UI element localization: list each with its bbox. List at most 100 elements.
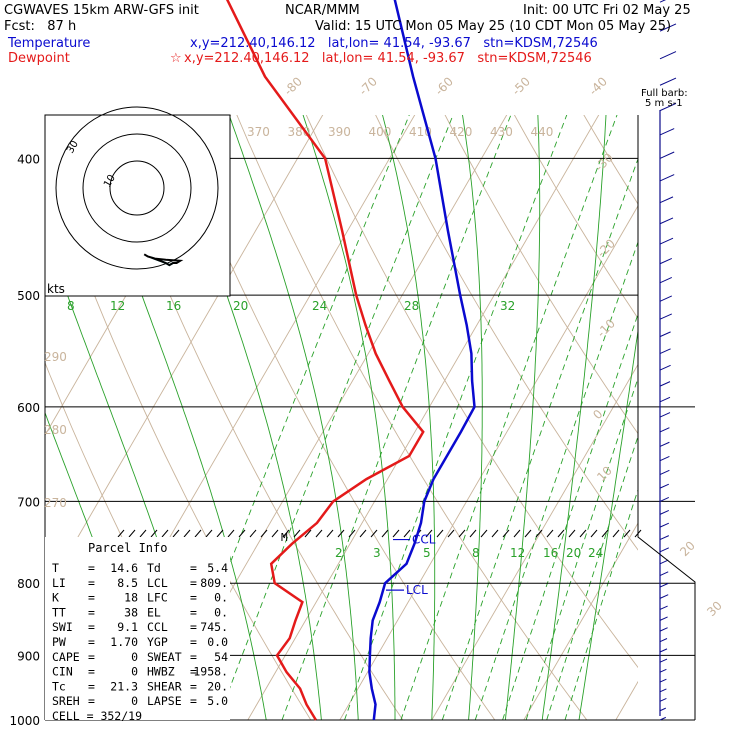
ccl-label: CCL bbox=[412, 533, 436, 547]
forecast-hour: Fcst: 87 h bbox=[4, 19, 76, 34]
theta-label: 290 bbox=[44, 350, 67, 364]
hodograph-unit: kts bbox=[47, 282, 65, 296]
wind-barb bbox=[659, 716, 667, 721]
wind-barb bbox=[659, 348, 671, 355]
dewpoint-legend: Dewpoint bbox=[8, 51, 70, 66]
hatch-mark bbox=[304, 529, 312, 538]
wind-barb bbox=[659, 455, 670, 462]
mixing-ratio-label: 20 bbox=[233, 299, 248, 313]
pressure-label: 1000 bbox=[9, 714, 40, 728]
wind-barb bbox=[659, 331, 671, 338]
parcel-equals: = bbox=[190, 679, 197, 693]
dry-adiabat-line bbox=[305, 115, 638, 669]
mixing-ratio-label: 20 bbox=[566, 546, 581, 560]
hatch-mark bbox=[227, 529, 235, 538]
parcel-param-value: 21.3 bbox=[110, 679, 138, 693]
hatch-mark bbox=[260, 529, 268, 538]
mixing-ratio-label: 16 bbox=[543, 546, 558, 560]
parcel-equals: = bbox=[88, 576, 95, 590]
parcel-param-value: 9.1 bbox=[117, 620, 138, 634]
wind-barb bbox=[659, 427, 670, 433]
wind-barb bbox=[659, 277, 673, 284]
hatch-mark bbox=[370, 529, 378, 538]
dry-adiabat-line bbox=[444, 115, 638, 435]
hodograph-panel bbox=[44, 114, 231, 297]
header: CGWAVES 15km ARW-GFS init NCAR/MMM Init:… bbox=[4, 3, 691, 66]
wind-barb bbox=[659, 522, 670, 528]
theta-label: 270 bbox=[44, 496, 67, 510]
wind-barb bbox=[659, 396, 671, 403]
wind-barb bbox=[659, 594, 669, 599]
wind-barb bbox=[659, 77, 677, 86]
hatch-mark bbox=[205, 529, 213, 538]
wind-barb bbox=[659, 441, 670, 447]
hodograph-trace bbox=[143, 253, 184, 267]
temperature-profile bbox=[368, 0, 476, 721]
parcel-equals: = bbox=[190, 561, 197, 575]
mixing-ratio-label: 16 bbox=[166, 299, 181, 313]
hatch-mark bbox=[150, 529, 158, 538]
wind-barb bbox=[659, 707, 667, 712]
mixing-ratio-label: 8 bbox=[67, 299, 75, 313]
hodograph-ring-inner bbox=[109, 160, 165, 216]
mixing-ratio-line bbox=[502, 312, 638, 720]
parcel-equals: = bbox=[190, 576, 197, 590]
wind-barb bbox=[659, 313, 673, 320]
wind-barb bbox=[659, 412, 671, 418]
hatch-mark bbox=[139, 529, 147, 538]
isotherm-line bbox=[155, 115, 508, 720]
parcel-equals: = bbox=[88, 620, 95, 634]
hatch-mark bbox=[348, 529, 356, 538]
parcel-param-name: TT bbox=[52, 605, 66, 619]
parcel-param-name: EL bbox=[147, 605, 161, 619]
parcel-equals: = bbox=[88, 650, 95, 664]
parcel-equals: = bbox=[190, 591, 197, 605]
dewpoint-station-info: x,y=212.40,146.12 lat,lon= 41.54, -93.67… bbox=[184, 51, 592, 66]
hatch-mark bbox=[425, 529, 433, 538]
parcel-equals: = bbox=[190, 635, 197, 649]
wind-barb bbox=[659, 697, 667, 702]
mixing-ratio-label: 12 bbox=[510, 546, 525, 560]
parcel-info-panel bbox=[45, 537, 230, 720]
dry-adiabat-line bbox=[375, 115, 638, 551]
wind-barb bbox=[659, 496, 670, 502]
hatch-mark bbox=[502, 529, 510, 538]
parcel-equals: = bbox=[88, 591, 95, 605]
hatch-mark bbox=[623, 529, 631, 538]
parcel-equals: = bbox=[190, 620, 197, 634]
parcel-param-name: SREH bbox=[52, 694, 80, 708]
wind-scale-value: 5 m s-1 bbox=[645, 98, 683, 109]
parcel-param-value: 745. bbox=[200, 620, 228, 634]
parcel-param-value: 38 bbox=[124, 605, 138, 619]
mixing-ratio-label: 24 bbox=[588, 546, 603, 560]
wind-barb bbox=[659, 128, 675, 136]
parcel-equals: = bbox=[190, 694, 197, 708]
hatch-mark bbox=[282, 529, 290, 538]
mixing-ratio-label: 24 bbox=[312, 299, 327, 313]
theta-label: 440 bbox=[531, 125, 554, 139]
wind-barb bbox=[659, 237, 674, 245]
hatch-mark bbox=[392, 529, 400, 538]
parcel-param-name: LCL bbox=[147, 576, 168, 590]
parcel-param-name: SWEAT bbox=[147, 650, 182, 664]
hatch-mark bbox=[249, 529, 257, 538]
model-title: CGWAVES 15km ARW-GFS init bbox=[4, 3, 199, 18]
diagram-right-border bbox=[637, 115, 696, 720]
wind-barb bbox=[659, 102, 677, 112]
hatch-mark bbox=[480, 529, 488, 538]
theta-label: 370 bbox=[247, 125, 270, 139]
lcl-label: LCL bbox=[406, 583, 428, 597]
parcel-equals: = bbox=[190, 665, 197, 679]
parcel-param-name: YGP bbox=[147, 635, 168, 649]
dry-adiabat-line bbox=[167, 115, 496, 720]
hatch-mark bbox=[117, 529, 125, 538]
parcel-param-value: 809. bbox=[200, 576, 228, 590]
hatch-mark bbox=[337, 529, 345, 538]
mixing-ratio-line bbox=[525, 377, 638, 720]
parcel-equals: = bbox=[88, 679, 95, 693]
parcel-equals: = bbox=[190, 650, 197, 664]
parcel-equals: = bbox=[88, 561, 95, 575]
wind-barb bbox=[659, 469, 670, 476]
parcel-param-value: 0 bbox=[131, 650, 138, 664]
parcel-equals: = bbox=[88, 635, 95, 649]
